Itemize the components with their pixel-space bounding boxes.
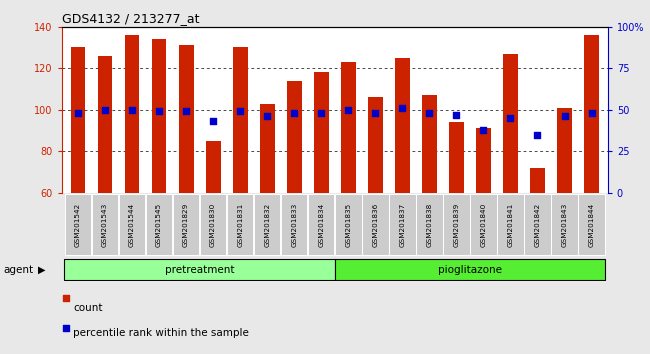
Text: GSM201831: GSM201831: [237, 202, 243, 247]
FancyBboxPatch shape: [362, 194, 389, 255]
Bar: [530, 168, 545, 193]
FancyBboxPatch shape: [92, 194, 118, 255]
Text: GSM201839: GSM201839: [454, 202, 460, 247]
Bar: [476, 129, 491, 193]
Point: [478, 127, 489, 132]
Text: GSM201833: GSM201833: [291, 202, 297, 247]
Point: [181, 109, 191, 114]
Text: GSM201832: GSM201832: [264, 202, 270, 247]
Text: ▶: ▶: [38, 264, 46, 275]
Point: [424, 110, 435, 116]
Point: [343, 107, 354, 113]
Point: [451, 112, 462, 118]
Text: GSM201544: GSM201544: [129, 202, 135, 247]
Bar: [260, 103, 274, 193]
Bar: [395, 58, 410, 193]
FancyBboxPatch shape: [525, 194, 551, 255]
Text: pioglitazone: pioglitazone: [438, 264, 502, 275]
Bar: [557, 108, 572, 193]
Bar: [179, 45, 194, 193]
Text: GSM201835: GSM201835: [345, 202, 351, 247]
Bar: [233, 47, 248, 193]
FancyBboxPatch shape: [281, 194, 307, 255]
Bar: [125, 35, 140, 193]
Point: [208, 119, 218, 124]
Text: GSM201836: GSM201836: [372, 202, 378, 247]
Point: [586, 110, 597, 116]
Point: [316, 110, 326, 116]
Text: GSM201837: GSM201837: [399, 202, 406, 247]
Text: GSM201844: GSM201844: [588, 202, 595, 247]
FancyBboxPatch shape: [389, 194, 415, 255]
Text: agent: agent: [3, 264, 33, 275]
Bar: [368, 97, 383, 193]
Point: [532, 132, 543, 137]
Text: count: count: [73, 303, 103, 313]
FancyBboxPatch shape: [443, 194, 470, 255]
FancyBboxPatch shape: [335, 259, 605, 280]
FancyBboxPatch shape: [470, 194, 497, 255]
Bar: [449, 122, 464, 193]
FancyBboxPatch shape: [173, 194, 200, 255]
FancyBboxPatch shape: [64, 259, 335, 280]
Bar: [151, 39, 166, 193]
Text: GSM201841: GSM201841: [508, 202, 514, 247]
Text: GSM201834: GSM201834: [318, 202, 324, 247]
Bar: [422, 95, 437, 193]
Text: GSM201842: GSM201842: [534, 202, 540, 247]
FancyBboxPatch shape: [200, 194, 226, 255]
FancyBboxPatch shape: [308, 194, 335, 255]
Point: [235, 109, 245, 114]
Point: [262, 114, 272, 119]
Text: GSM201830: GSM201830: [210, 202, 216, 247]
Bar: [584, 35, 599, 193]
FancyBboxPatch shape: [146, 194, 172, 255]
Bar: [341, 62, 356, 193]
FancyBboxPatch shape: [335, 194, 361, 255]
Point: [505, 115, 515, 121]
Point: [73, 110, 83, 116]
FancyBboxPatch shape: [497, 194, 524, 255]
Point: [559, 114, 569, 119]
FancyBboxPatch shape: [578, 194, 604, 255]
Bar: [503, 53, 518, 193]
FancyBboxPatch shape: [551, 194, 578, 255]
Text: GSM201543: GSM201543: [102, 202, 108, 247]
FancyBboxPatch shape: [227, 194, 254, 255]
FancyBboxPatch shape: [65, 194, 91, 255]
FancyBboxPatch shape: [254, 194, 280, 255]
Point: [154, 109, 164, 114]
Point: [370, 110, 380, 116]
Text: pretreatment: pretreatment: [165, 264, 235, 275]
Point: [397, 105, 408, 111]
FancyBboxPatch shape: [416, 194, 443, 255]
Text: GSM201840: GSM201840: [480, 202, 486, 247]
Bar: [205, 141, 220, 193]
Text: percentile rank within the sample: percentile rank within the sample: [73, 328, 250, 338]
Text: GSM201829: GSM201829: [183, 202, 189, 247]
Bar: [71, 47, 85, 193]
Bar: [314, 72, 329, 193]
Text: GSM201545: GSM201545: [156, 202, 162, 247]
Text: GSM201838: GSM201838: [426, 202, 432, 247]
Bar: [287, 81, 302, 193]
Bar: [98, 56, 112, 193]
Point: [131, 139, 142, 145]
Point: [100, 107, 110, 113]
Point: [289, 110, 300, 116]
Text: GSM201542: GSM201542: [75, 202, 81, 247]
Point: [127, 107, 137, 113]
Text: GDS4132 / 213277_at: GDS4132 / 213277_at: [62, 12, 200, 25]
FancyBboxPatch shape: [119, 194, 145, 255]
Text: GSM201843: GSM201843: [562, 202, 567, 247]
